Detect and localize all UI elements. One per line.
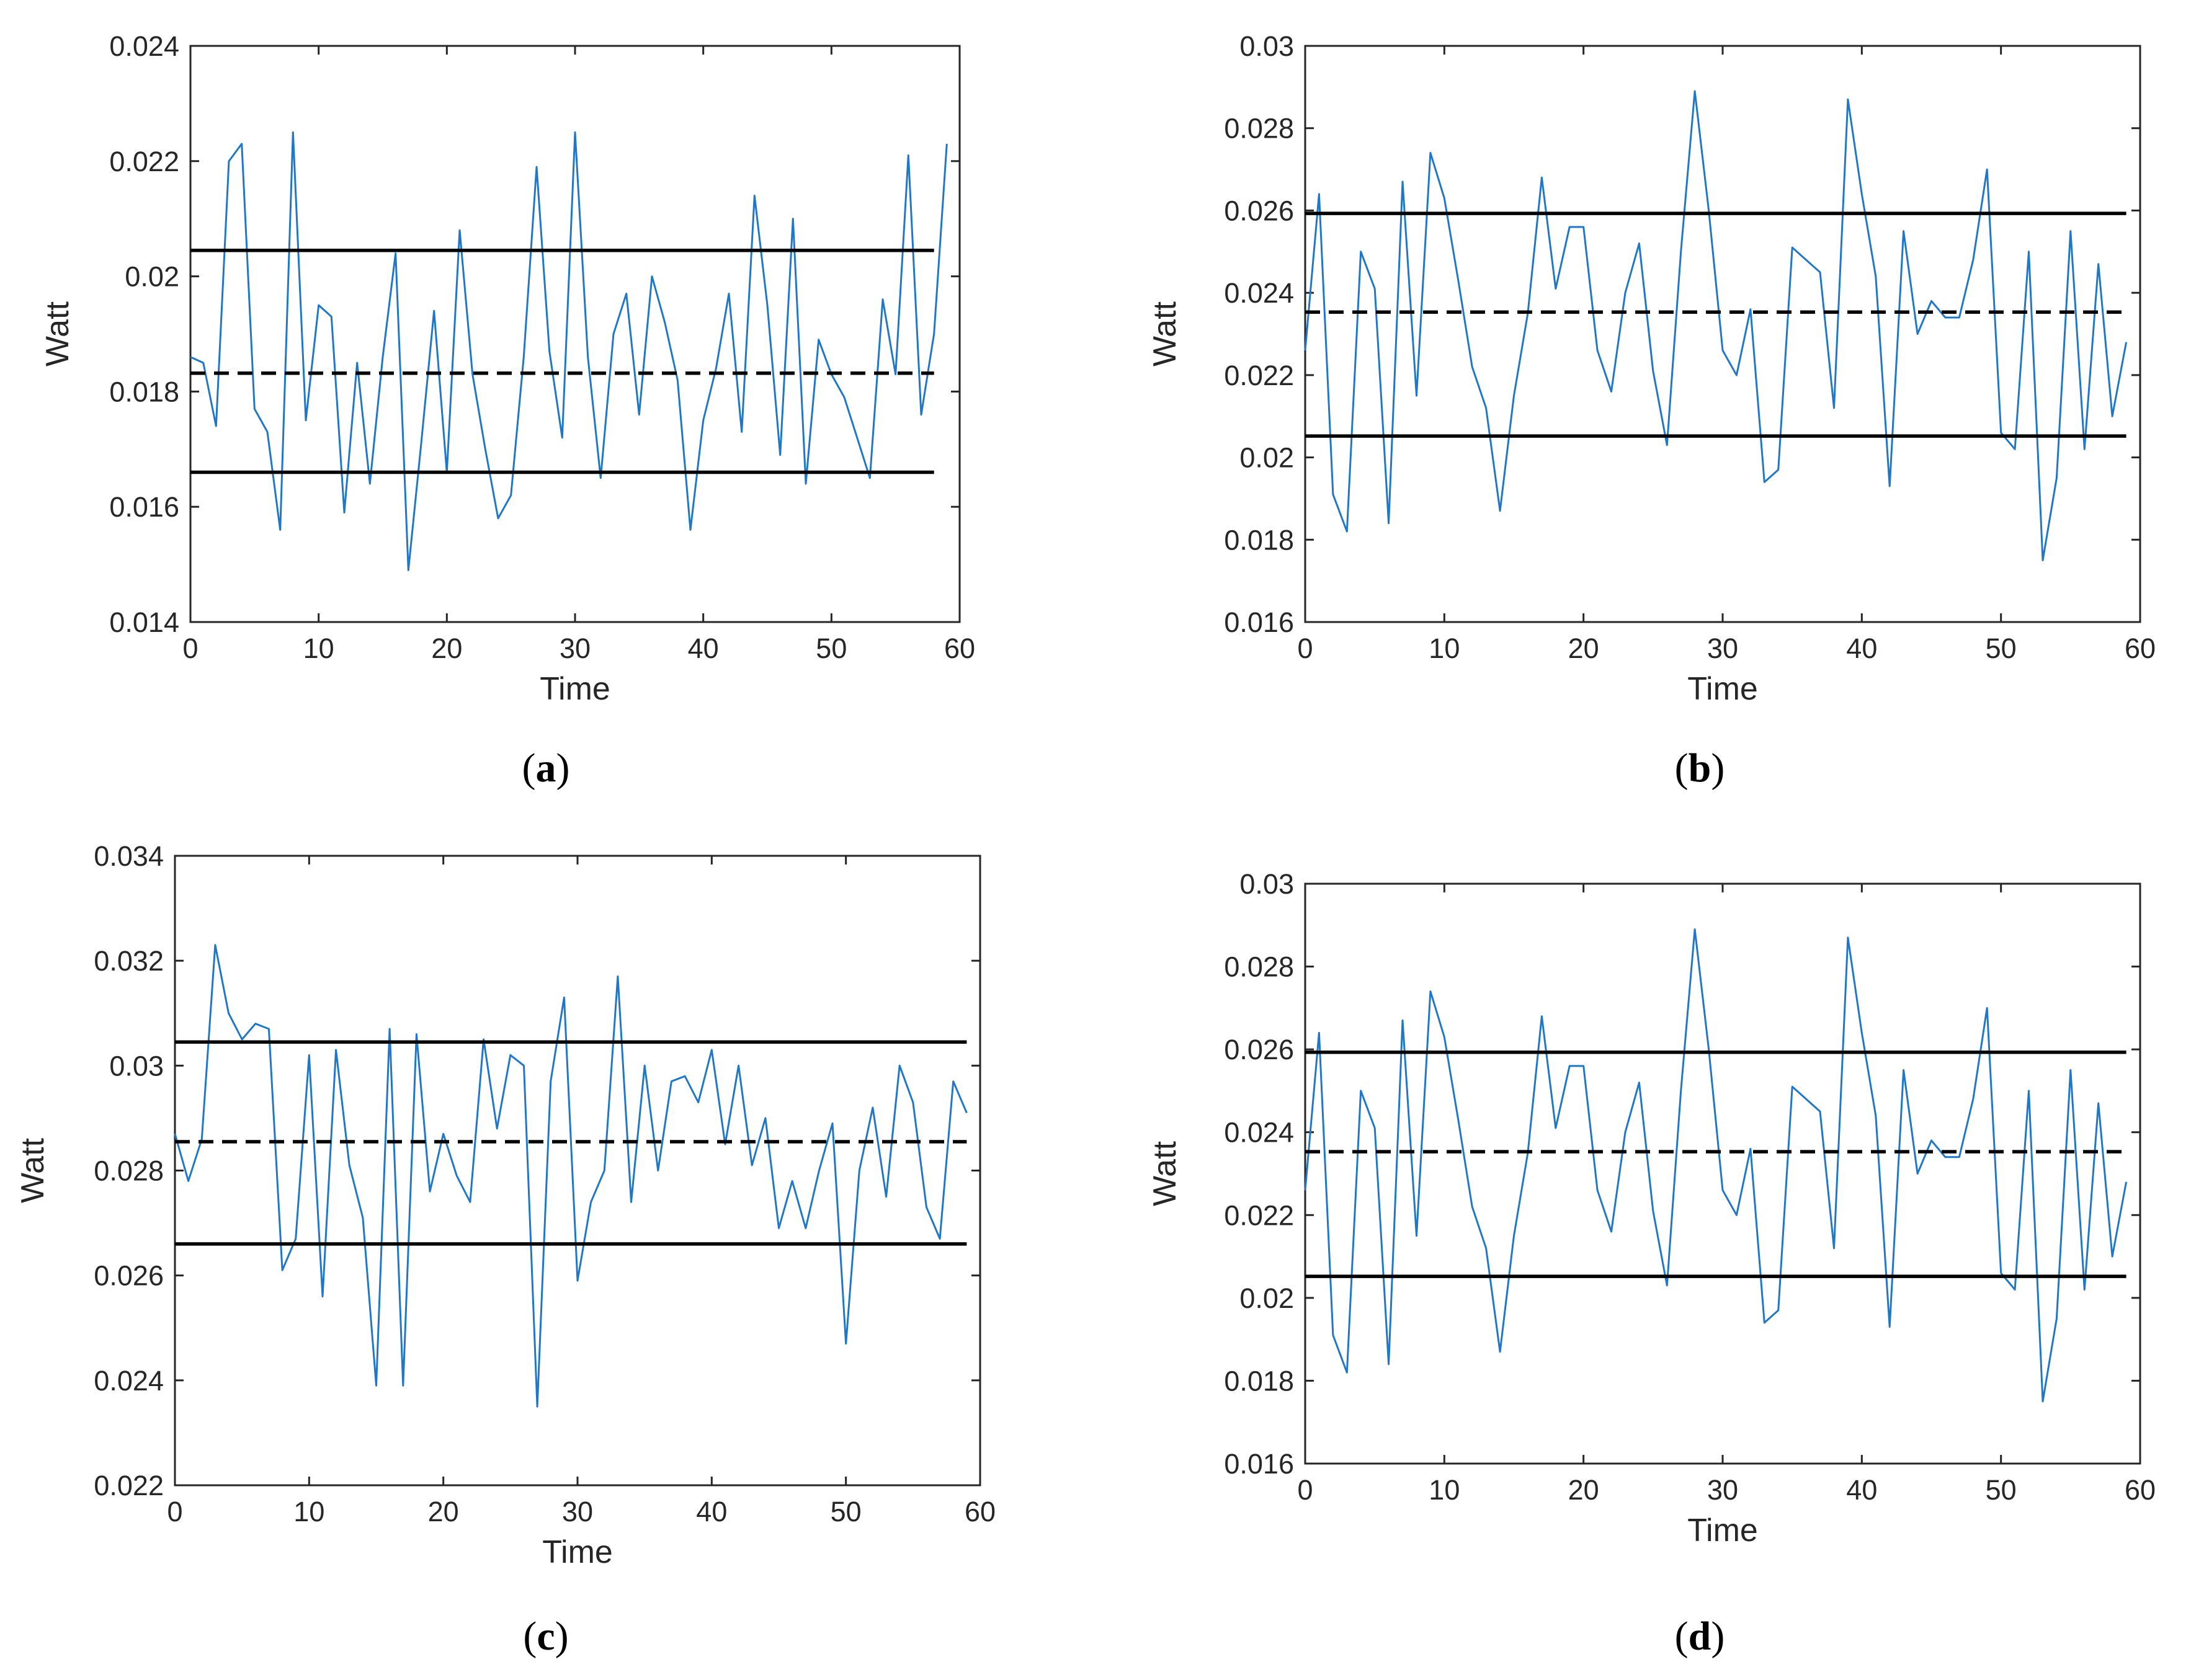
- y-tick-label: 0.018: [1224, 1365, 1294, 1397]
- y-axis-label: Watt: [1147, 301, 1183, 367]
- x-axis-label: Time: [542, 1534, 613, 1570]
- panel-caption-c: (c): [523, 1614, 568, 1659]
- x-tick-label: 20: [428, 1496, 459, 1527]
- y-axis-label: Watt: [15, 1137, 51, 1203]
- x-axis-label: Time: [1687, 671, 1758, 707]
- y-tick-label: 0.02: [125, 261, 179, 293]
- y-tick-label: 0.028: [1224, 951, 1294, 983]
- x-tick-label: 0: [1297, 1474, 1313, 1506]
- x-tick-label: 0: [1297, 633, 1313, 664]
- y-tick-label: 0.022: [1224, 360, 1294, 391]
- y-tick-label: 0.034: [94, 840, 164, 872]
- x-tick-label: 30: [1707, 633, 1738, 664]
- y-tick-label: 0.03: [109, 1050, 164, 1082]
- y-tick-label: 0.024: [109, 30, 179, 62]
- x-tick-label: 50: [1986, 1474, 2017, 1506]
- y-tick-label: 0.02: [1239, 1282, 1294, 1314]
- y-tick-label: 0.024: [1224, 1117, 1294, 1149]
- chart-panel-c: 0 10 20 30 40 50 60 0.022 0.024 0.026 0.028 0.03 0.0…: [15, 840, 996, 1659]
- y-tick-label: 0.028: [94, 1155, 164, 1187]
- y-tick-label: 0.026: [1224, 1034, 1294, 1065]
- x-tick-label: 10: [1429, 633, 1460, 664]
- series-measured-line: [174, 944, 968, 1408]
- panel-caption-a: (a): [522, 745, 570, 791]
- x-tick-label: 40: [688, 633, 719, 664]
- x-tick-label: 50: [816, 633, 847, 664]
- x-tick-label: 30: [1707, 1474, 1738, 1506]
- plot-area-frame: [1304, 882, 2141, 1465]
- y-tick-label: 0.016: [1224, 1448, 1294, 1480]
- y-tick-label: 0.03: [1239, 868, 1294, 900]
- panel-caption-d: (d): [1675, 1614, 1725, 1659]
- y-tick-label: 0.018: [1224, 524, 1294, 556]
- chart-panel-b: 0 10 20 30 40 50 60 0.016 0.018 0.02 0.022 0.024 0.0…: [1147, 30, 2156, 791]
- x-tick-label: 20: [1568, 1474, 1599, 1506]
- panel-caption-b: (b): [1675, 745, 1725, 791]
- y-tick-label: 0.018: [109, 376, 179, 407]
- x-tick-label: 20: [1568, 633, 1599, 664]
- x-tick-label: 40: [696, 1496, 727, 1527]
- y-tick-label: 0.032: [94, 945, 164, 977]
- y-tick-label: 0.026: [94, 1260, 164, 1292]
- y-tick-label: 0.022: [94, 1470, 164, 1501]
- x-tick-label: 50: [1986, 633, 2017, 664]
- y-axis-label: Watt: [40, 301, 76, 367]
- y-tick-label: 0.028: [1224, 113, 1294, 144]
- y-tick-label: 0.024: [94, 1365, 164, 1397]
- x-tick-label: 10: [293, 1496, 324, 1527]
- y-tick-label: 0.016: [109, 491, 179, 523]
- y-axis-label: Watt: [1147, 1140, 1183, 1206]
- x-tick-label: 60: [965, 1496, 996, 1527]
- y-tick-label: 0.026: [1224, 195, 1294, 226]
- chart-panel-d: 0 10 20 30 40 50 60 0.016 0.018 0.02 0.022 0.024 0.0…: [1147, 868, 2156, 1659]
- x-tick-label: 0: [167, 1496, 182, 1527]
- y-tick-label: 0.014: [109, 607, 179, 638]
- x-tick-label: 50: [831, 1496, 862, 1527]
- x-axis-label: Time: [1687, 1513, 1758, 1549]
- y-tick-label: 0.016: [1224, 607, 1294, 638]
- y-tick-label: 0.02: [1239, 442, 1294, 474]
- series-measured-line: [190, 131, 948, 571]
- chart-panel-a: 0 10 20 30 40 50 60 0.014 0.016 0.018 0.02 0.022 0.0…: [40, 30, 975, 791]
- plot-area-frame: [174, 855, 981, 1487]
- plot-area-frame: [1304, 45, 2141, 623]
- y-tick-label: 0.022: [109, 146, 179, 177]
- x-tick-label: 40: [1846, 633, 1877, 664]
- x-tick-label: 60: [2125, 633, 2156, 664]
- x-tick-label: 30: [562, 1496, 593, 1527]
- x-tick-label: 20: [431, 633, 462, 664]
- x-tick-label: 10: [1429, 1474, 1460, 1506]
- x-tick-label: 60: [944, 633, 975, 664]
- x-tick-label: 30: [560, 633, 591, 664]
- y-tick-label: 0.022: [1224, 1199, 1294, 1231]
- x-tick-label: 0: [182, 633, 198, 664]
- x-axis-label: Time: [540, 671, 610, 707]
- y-tick-label: 0.024: [1224, 277, 1294, 309]
- x-tick-label: 40: [1846, 1474, 1877, 1506]
- x-tick-label: 10: [303, 633, 334, 664]
- y-tick-label: 0.03: [1239, 30, 1294, 62]
- x-tick-label: 60: [2125, 1474, 2156, 1506]
